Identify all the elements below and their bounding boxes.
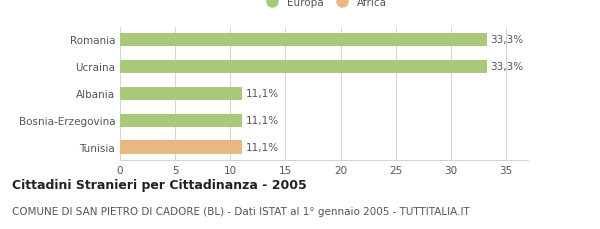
Text: 11,1%: 11,1%	[246, 116, 279, 126]
Legend: Europa, Africa: Europa, Africa	[259, 0, 389, 10]
Text: 11,1%: 11,1%	[246, 89, 279, 99]
Text: 33,3%: 33,3%	[491, 62, 524, 72]
Bar	[120, 87, 242, 101]
Bar	[120, 114, 242, 127]
Text: 33,3%: 33,3%	[491, 35, 524, 45]
Text: COMUNE DI SAN PIETRO DI CADORE (BL) - Dati ISTAT al 1° gennaio 2005 - TUTTITALIA: COMUNE DI SAN PIETRO DI CADORE (BL) - Da…	[12, 206, 470, 216]
Text: 11,1%: 11,1%	[246, 143, 279, 153]
Bar	[120, 33, 487, 47]
Bar	[120, 60, 487, 74]
Text: Cittadini Stranieri per Cittadinanza - 2005: Cittadini Stranieri per Cittadinanza - 2…	[12, 179, 307, 192]
Bar	[120, 141, 242, 154]
